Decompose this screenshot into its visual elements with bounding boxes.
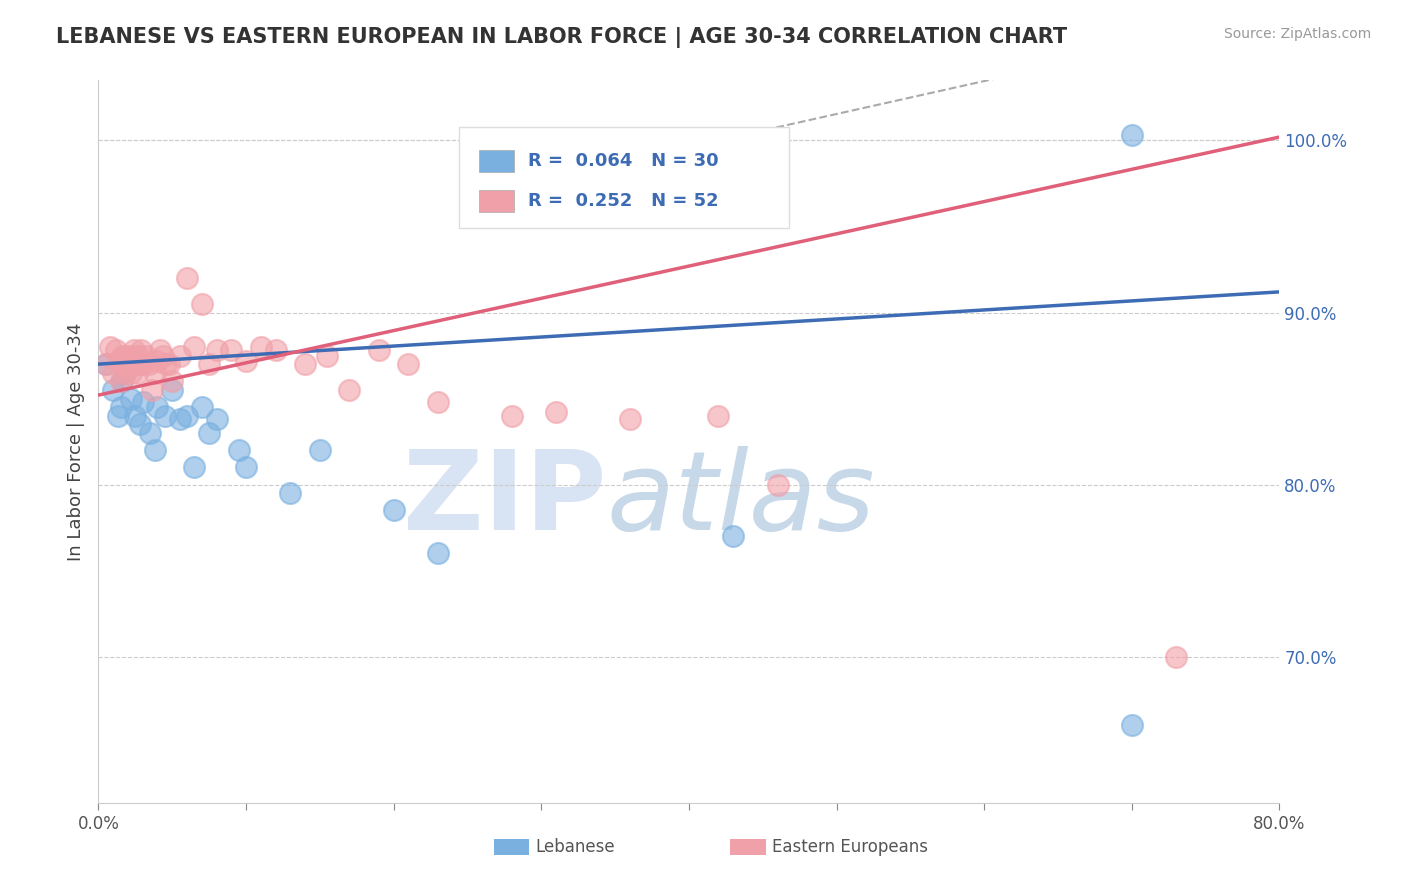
Point [114, 366, 136, 380]
Point [120, 366, 142, 380]
Y-axis label: In Labor Force | Age 30-34: In Labor Force | Age 30-34 [66, 322, 84, 561]
FancyBboxPatch shape [478, 150, 515, 172]
FancyBboxPatch shape [730, 838, 766, 855]
Point [105, 343, 128, 358]
Point [125, 366, 148, 380]
Point [153, 409, 176, 423]
Point [110, 400, 132, 414]
Text: ZIP: ZIP [404, 446, 606, 553]
Point [117, 357, 139, 371]
Text: atlas: atlas [606, 446, 875, 553]
Point [309, 443, 332, 458]
Point [94, 357, 117, 371]
Point [176, 271, 198, 285]
Point [228, 443, 250, 458]
Point [1166, 649, 1188, 664]
Point [94, 357, 117, 371]
Point [143, 366, 166, 380]
Point [235, 460, 257, 475]
Point [169, 412, 191, 426]
Point [103, 383, 125, 397]
Point [108, 353, 131, 368]
Text: R =  0.064   N = 30: R = 0.064 N = 30 [529, 152, 718, 169]
Point [111, 349, 134, 363]
Point [112, 357, 135, 371]
FancyBboxPatch shape [458, 128, 789, 228]
Point [110, 375, 132, 389]
Point [129, 343, 152, 358]
Point [176, 409, 198, 423]
Point [135, 349, 157, 363]
Point [162, 375, 183, 389]
Point [707, 409, 730, 423]
Point [124, 409, 146, 423]
Point [146, 400, 169, 414]
Point [191, 297, 214, 311]
Point [198, 357, 221, 371]
Point [141, 383, 163, 397]
Point [546, 405, 568, 419]
Point [382, 503, 405, 517]
Point [169, 349, 191, 363]
Point [221, 343, 243, 358]
Point [235, 353, 257, 368]
Point [152, 349, 174, 363]
Point [280, 486, 302, 500]
Point [619, 412, 641, 426]
Point [114, 366, 136, 380]
Point [98, 340, 121, 354]
Point [117, 357, 139, 371]
Text: Lebanese: Lebanese [536, 838, 614, 855]
Point [316, 349, 339, 363]
Point [205, 412, 228, 426]
Point [120, 392, 142, 406]
Point [143, 443, 166, 458]
Point [149, 343, 172, 358]
Point [723, 529, 745, 543]
Point [139, 425, 162, 440]
Point [398, 357, 420, 371]
Point [191, 400, 214, 414]
FancyBboxPatch shape [478, 191, 515, 212]
Point [427, 546, 450, 560]
Point [121, 349, 143, 363]
Point [127, 349, 149, 363]
Text: Source: ZipAtlas.com: Source: ZipAtlas.com [1223, 27, 1371, 41]
Point [294, 357, 316, 371]
Point [198, 425, 221, 440]
Point [138, 357, 160, 371]
Point [339, 383, 361, 397]
Point [162, 383, 183, 397]
Point [115, 349, 138, 363]
Point [205, 343, 228, 358]
Text: LEBANESE VS EASTERN EUROPEAN IN LABOR FORCE | AGE 30-34 CORRELATION CHART: LEBANESE VS EASTERN EUROPEAN IN LABOR FO… [56, 27, 1067, 48]
FancyBboxPatch shape [494, 838, 530, 855]
Point [122, 343, 145, 358]
Point [501, 409, 523, 423]
Point [155, 357, 177, 371]
Point [128, 417, 150, 432]
Point [1121, 128, 1143, 143]
Point [427, 395, 450, 409]
Point [264, 343, 287, 358]
Point [766, 477, 789, 491]
Text: Eastern Europeans: Eastern Europeans [772, 838, 928, 855]
Point [183, 340, 205, 354]
Point [1121, 718, 1143, 732]
Point [250, 340, 273, 354]
Point [183, 460, 205, 475]
Point [132, 357, 155, 371]
Point [111, 375, 134, 389]
Point [107, 409, 129, 423]
Point [132, 395, 155, 409]
Point [146, 353, 169, 368]
Point [103, 366, 125, 380]
Point [128, 357, 150, 371]
Point [368, 343, 391, 358]
Point [124, 357, 146, 371]
Text: R =  0.252   N = 52: R = 0.252 N = 52 [529, 193, 718, 211]
Point [157, 357, 180, 371]
